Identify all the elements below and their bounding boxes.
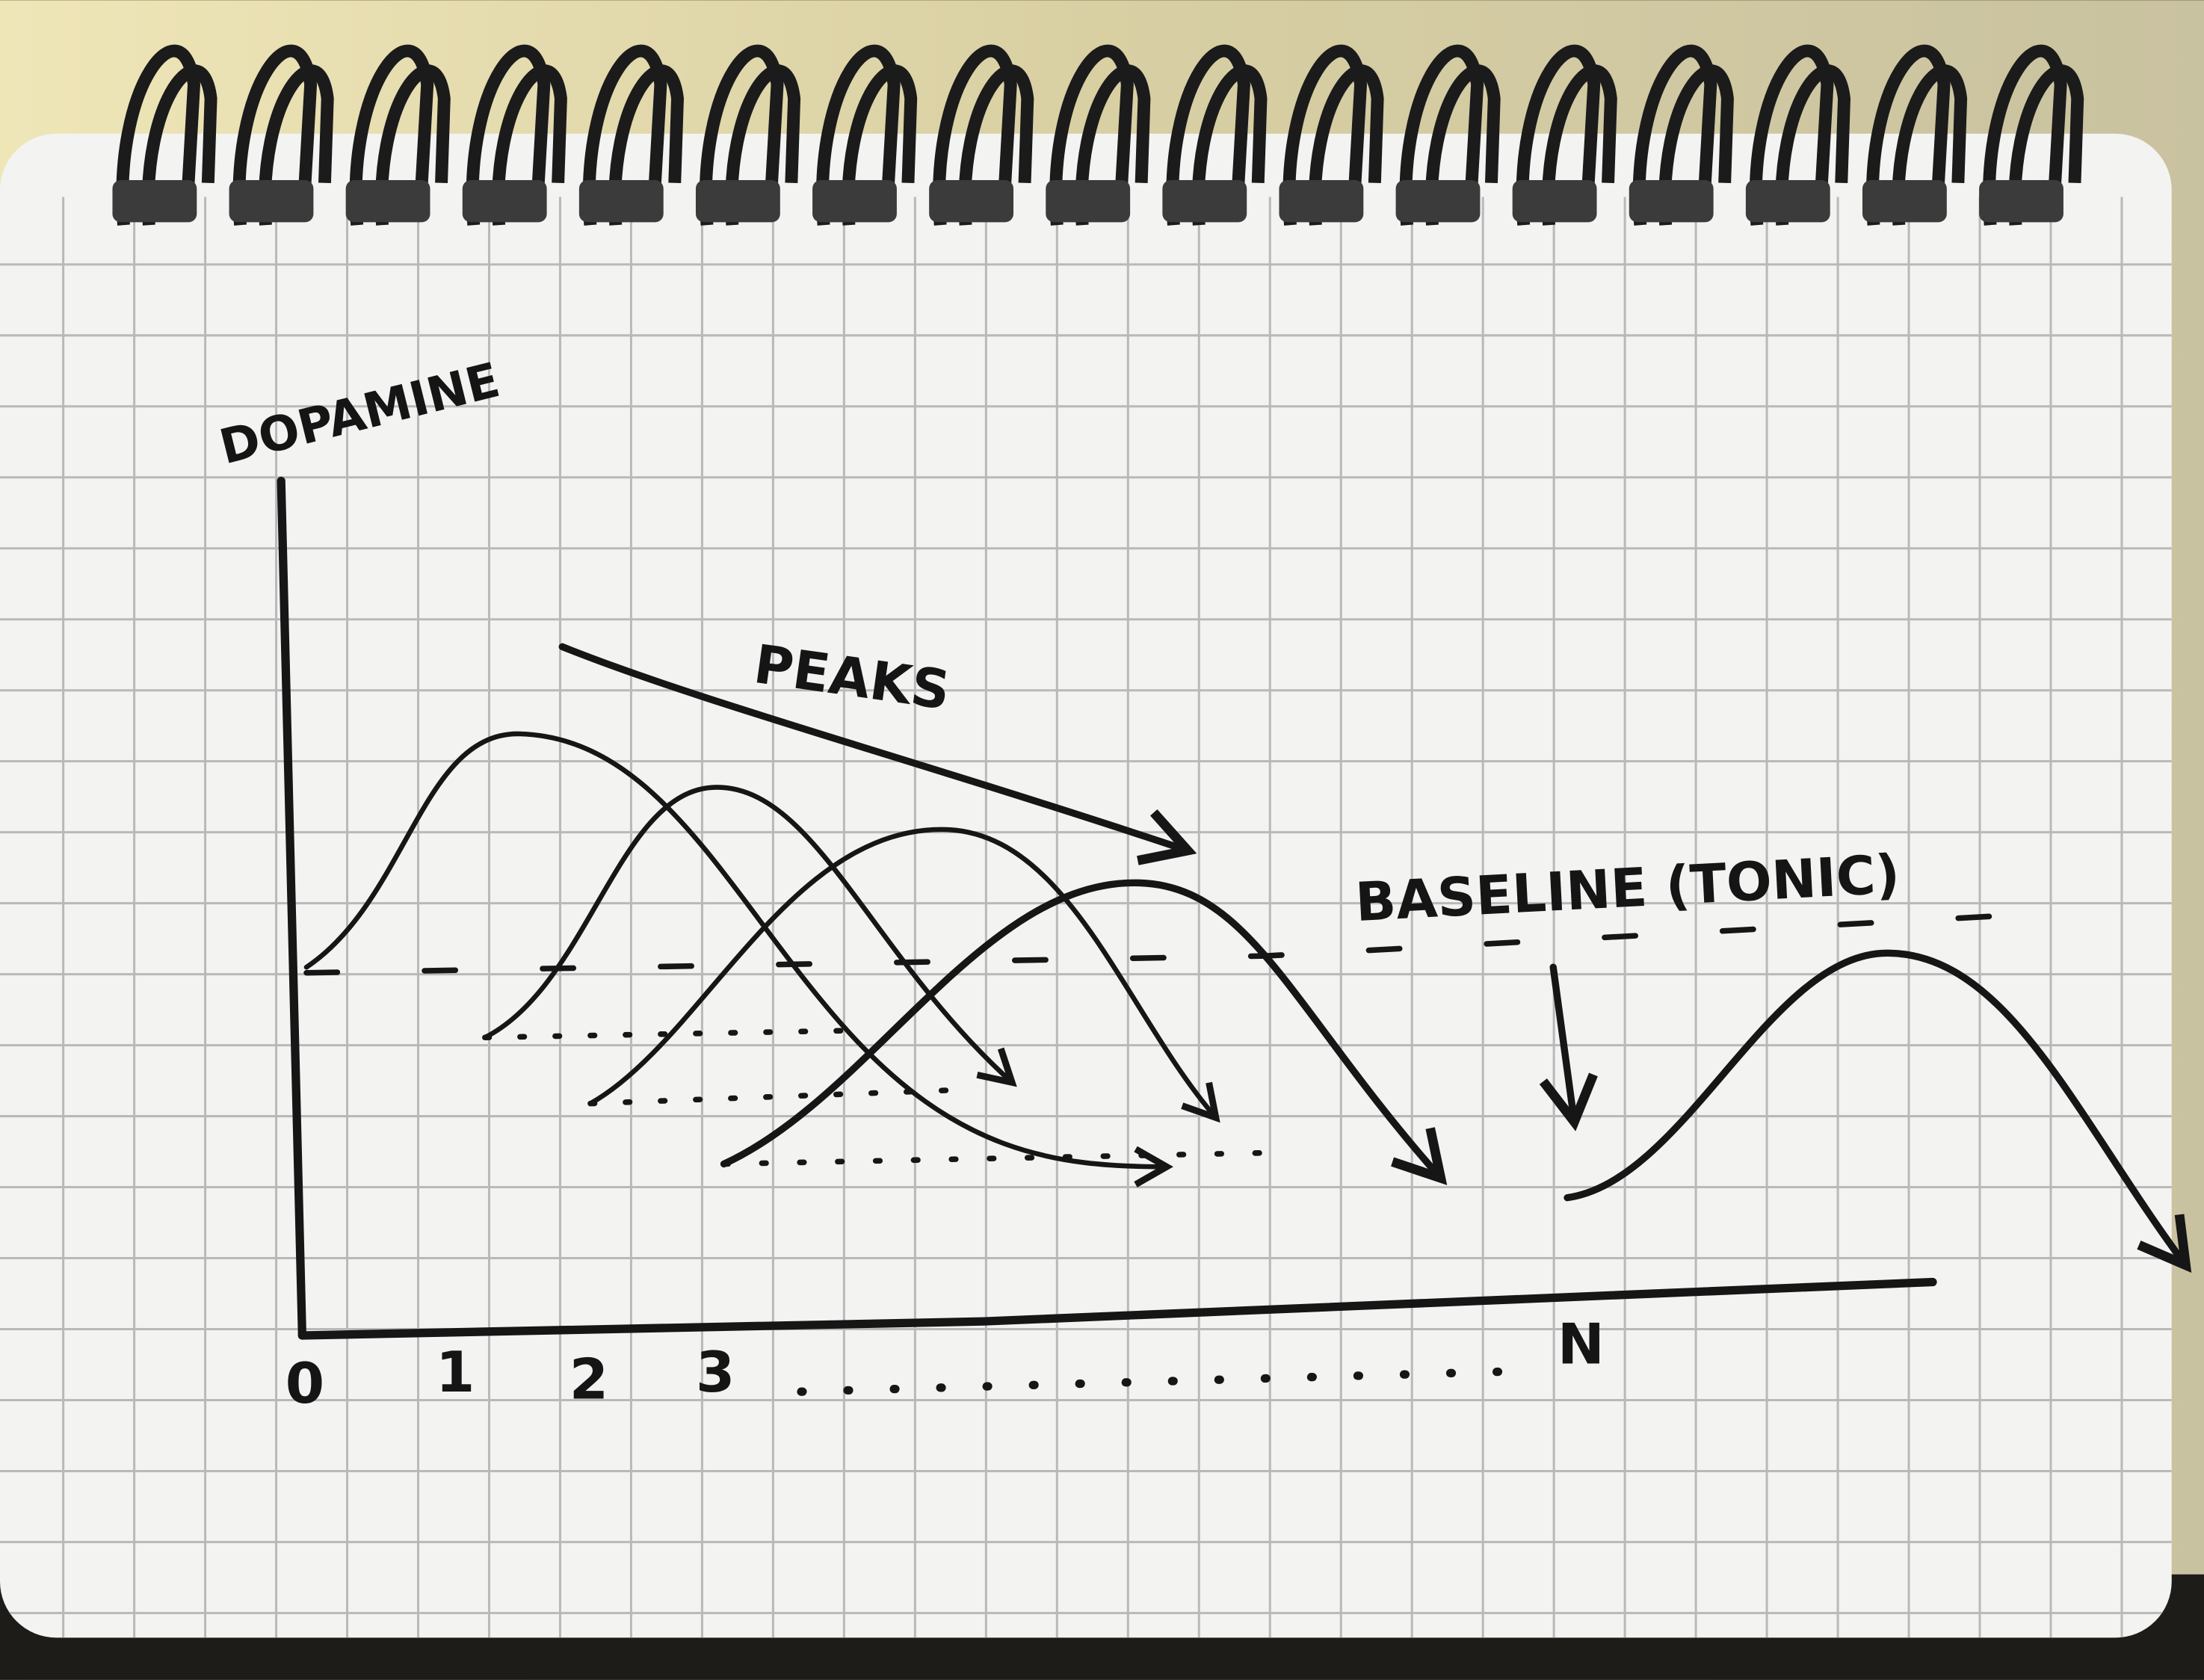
x-tick-label: 3 (696, 1339, 735, 1405)
spiral-binding (112, 44, 2084, 226)
ring-hole (1279, 179, 1364, 223)
ring-hole (112, 179, 197, 223)
ring-hole (1512, 179, 1597, 223)
ring-hole (1395, 179, 1481, 223)
spiral-ring (349, 44, 434, 226)
peaks-arrow (558, 643, 1197, 865)
y-axis (277, 476, 307, 1340)
dopamine-curve (1564, 949, 2192, 1273)
spiral-ring (958, 64, 1034, 226)
spiral-ring (1542, 64, 1617, 226)
spiral-ring (816, 44, 901, 226)
x-tick-label: 1 (436, 1339, 475, 1405)
spiral-ring (1308, 64, 1384, 226)
spiral-ring (842, 64, 918, 226)
spiral-ring (1516, 44, 1601, 226)
dopamine-curve (720, 879, 1448, 1185)
spiral-ring (1983, 44, 2067, 226)
spiral-ring (1191, 64, 1268, 226)
x-tick-label: N (1558, 1312, 1605, 1377)
spiral-ring (608, 64, 684, 226)
axis-ellipsis (797, 1366, 1544, 1396)
spiral-ring (1425, 64, 1501, 226)
spiral-ring (1075, 64, 1151, 226)
dopamine-curve (482, 785, 1017, 1087)
spiral-ring (141, 64, 217, 226)
dotted-level (720, 1149, 1275, 1167)
spiral-ring (375, 64, 451, 226)
spiral-ring (725, 64, 801, 226)
spiral-ring (1892, 64, 1968, 226)
ring-hole (578, 179, 664, 223)
spiral-ring (232, 44, 318, 226)
grid (0, 197, 2172, 1638)
ring-hole (812, 179, 897, 223)
ring-hole (1046, 179, 1131, 223)
dotted-level (587, 1087, 973, 1107)
dopamine-curve (587, 827, 1220, 1123)
ring-hole (1162, 179, 1247, 223)
spiral-ring (2008, 64, 2084, 226)
spiral-ring (582, 44, 667, 226)
dopamine-curve (303, 731, 1173, 1188)
x-tick-label: 0 (285, 1350, 324, 1416)
spiral-ring (1049, 44, 1134, 226)
spiral-ring (116, 44, 201, 226)
ring-hole (345, 179, 430, 223)
x-tick-label: 2 (569, 1347, 608, 1412)
spiral-ring (492, 64, 567, 226)
spiral-ring (466, 44, 551, 226)
ring-hole (1629, 179, 1714, 223)
x-axis (297, 1277, 1937, 1340)
spiral-ring (1866, 44, 1951, 226)
ring-hole (462, 179, 547, 223)
ring-hole (695, 179, 780, 223)
spiral-ring (700, 44, 784, 226)
spiral-ring (1399, 44, 1484, 226)
ring-hole (929, 179, 1014, 223)
ring-hole (1745, 179, 1830, 223)
spiral-ring (933, 44, 1017, 226)
paper (0, 133, 2172, 1638)
spiral-ring (258, 64, 334, 226)
ring-hole (1862, 179, 1947, 223)
spiral-ring (1166, 44, 1250, 226)
spiral-ring (1632, 44, 1717, 226)
spiral-ring (1749, 44, 1834, 226)
spiral-ring (1282, 44, 1368, 226)
spiral-ring (1658, 64, 1734, 226)
ring-hole (229, 179, 314, 223)
ring-hole (1979, 179, 2063, 223)
baseline-arrow (1539, 963, 1598, 1131)
spiral-ring (1775, 64, 1851, 226)
